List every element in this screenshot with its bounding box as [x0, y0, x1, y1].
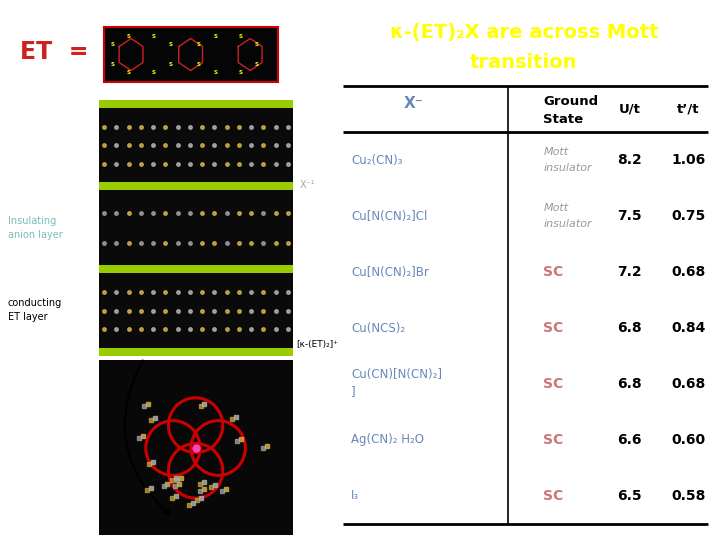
Text: 0.84: 0.84: [672, 321, 706, 335]
Text: S: S: [197, 62, 201, 67]
Text: S: S: [110, 42, 114, 47]
Text: κ-(ET)₂X are across Mott: κ-(ET)₂X are across Mott: [390, 23, 658, 42]
Text: S: S: [168, 62, 173, 67]
FancyBboxPatch shape: [99, 108, 293, 182]
Text: S: S: [238, 34, 242, 39]
Text: SC: SC: [544, 265, 564, 279]
FancyBboxPatch shape: [99, 265, 293, 273]
Text: SC: SC: [544, 377, 564, 391]
Text: X⁻¹: X⁻¹: [300, 180, 315, 190]
Text: ET  =: ET =: [20, 40, 89, 64]
Text: 6.8: 6.8: [618, 321, 642, 335]
Text: 8.2: 8.2: [617, 153, 642, 167]
Text: SC: SC: [544, 321, 564, 335]
Text: Cu(CN)[N(CN)₂]: Cu(CN)[N(CN)₂]: [351, 368, 442, 381]
Text: U/t: U/t: [618, 103, 641, 116]
Text: X⁻: X⁻: [404, 97, 424, 111]
Text: S: S: [110, 62, 114, 67]
Text: Mott: Mott: [544, 202, 569, 213]
FancyBboxPatch shape: [99, 100, 293, 108]
Text: Cu[N(CN)₂]Br: Cu[N(CN)₂]Br: [351, 266, 429, 279]
Text: S: S: [197, 42, 201, 47]
Text: Mott: Mott: [544, 147, 569, 157]
Text: 7.2: 7.2: [618, 265, 642, 279]
Text: S: S: [213, 70, 217, 75]
FancyBboxPatch shape: [104, 27, 278, 82]
Text: 0.60: 0.60: [672, 433, 706, 447]
Text: [κ-(ET)₂]⁺: [κ-(ET)₂]⁺: [296, 341, 338, 349]
Text: S: S: [255, 62, 259, 67]
Text: Cu[N(CN)₂]Cl: Cu[N(CN)₂]Cl: [351, 210, 428, 222]
Text: Ag(CN)₂ H₂O: Ag(CN)₂ H₂O: [351, 434, 424, 447]
Text: S: S: [127, 34, 131, 39]
Text: 0.58: 0.58: [672, 489, 706, 503]
Text: 1.06: 1.06: [672, 153, 706, 167]
Text: t’/t: t’/t: [678, 103, 700, 116]
Text: insulator: insulator: [544, 219, 592, 229]
FancyBboxPatch shape: [99, 273, 293, 348]
Text: State: State: [544, 112, 583, 126]
Text: S: S: [168, 42, 173, 47]
Text: S: S: [127, 70, 131, 75]
FancyBboxPatch shape: [99, 190, 293, 265]
Text: 6.8: 6.8: [618, 377, 642, 391]
Text: S: S: [238, 70, 242, 75]
Text: S: S: [255, 42, 259, 47]
FancyBboxPatch shape: [99, 182, 293, 190]
Text: transition: transition: [470, 52, 577, 72]
Text: 7.5: 7.5: [618, 209, 642, 223]
Text: Ground: Ground: [544, 94, 598, 108]
Text: 0.75: 0.75: [672, 209, 706, 223]
Text: Cu₂(CN)₃: Cu₂(CN)₃: [351, 154, 402, 167]
FancyBboxPatch shape: [99, 348, 293, 356]
Text: S: S: [152, 70, 156, 75]
Text: conducting
ET layer: conducting ET layer: [8, 298, 62, 322]
Text: Insulating
anion layer: Insulating anion layer: [8, 216, 63, 240]
Text: ]: ]: [351, 385, 356, 398]
Text: 0.68: 0.68: [672, 377, 706, 391]
Text: 6.5: 6.5: [618, 489, 642, 503]
FancyBboxPatch shape: [99, 360, 293, 535]
Text: 6.6: 6.6: [618, 433, 642, 447]
Text: Cu(NCS)₂: Cu(NCS)₂: [351, 321, 405, 335]
Text: SC: SC: [544, 489, 564, 503]
Text: S: S: [213, 34, 217, 39]
Text: I₃: I₃: [351, 489, 359, 502]
Text: 0.68: 0.68: [672, 265, 706, 279]
Text: SC: SC: [544, 433, 564, 447]
Text: S: S: [152, 34, 156, 39]
Text: insulator: insulator: [544, 163, 592, 173]
